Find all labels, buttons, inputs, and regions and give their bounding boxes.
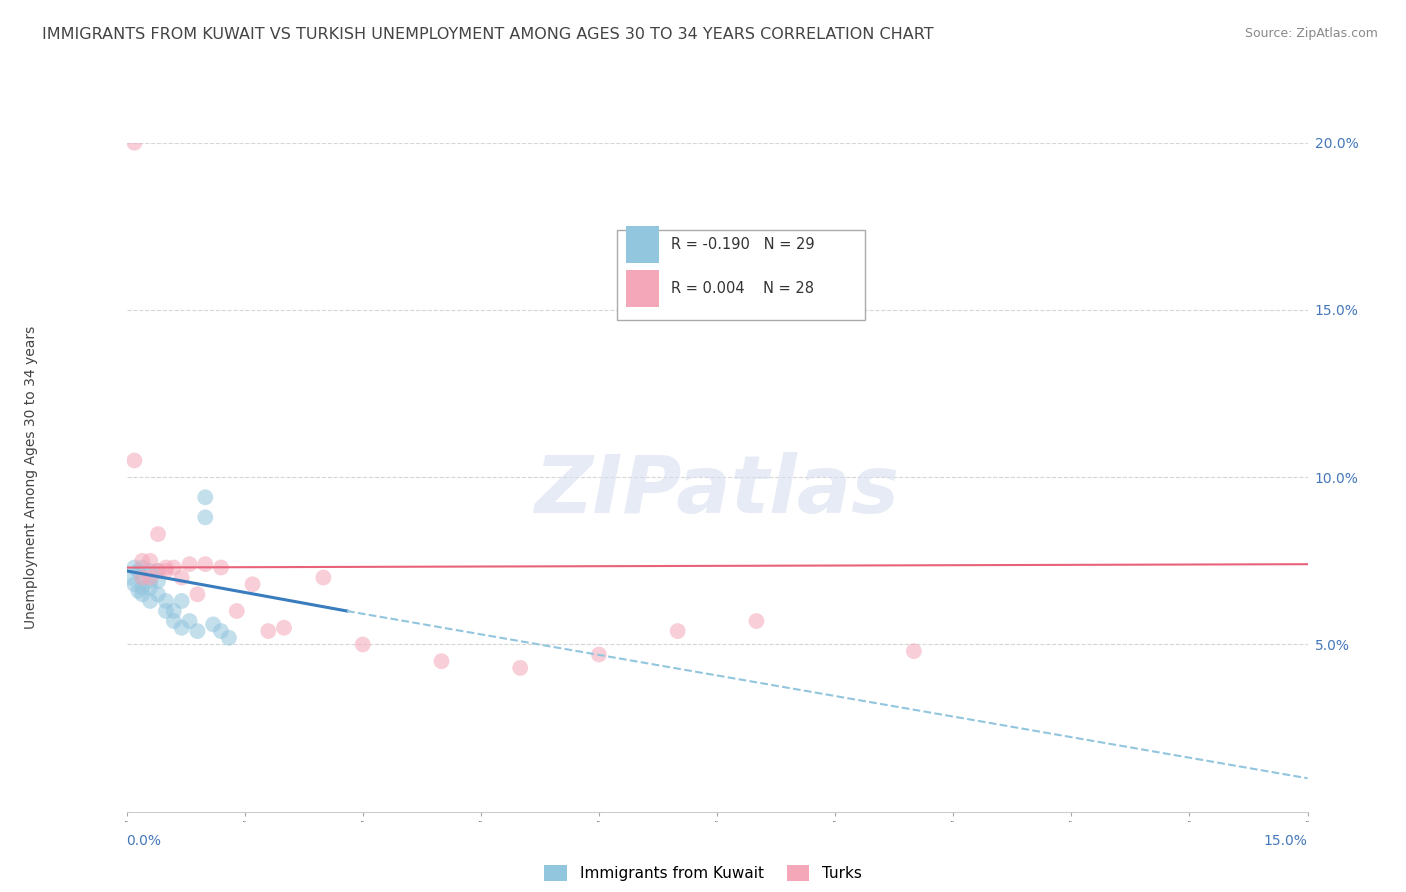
Point (155, 564, 177, 578)
Point (312, 571, 335, 585)
Point (218, 631, 240, 645)
Point (202, 617, 225, 632)
Point (139, 554, 162, 568)
Point (131, 587, 153, 601)
Point (273, 621, 295, 635)
Point (139, 564, 162, 578)
Point (163, 604, 186, 618)
Point (209, 624, 232, 639)
Point (170, 571, 193, 585)
Text: Unemployment Among Ages 30 to 34 years: Unemployment Among Ages 30 to 34 years (24, 326, 38, 629)
Point (139, 571, 162, 585)
Point (588, 648, 610, 662)
Point (146, 587, 169, 601)
Point (163, 614, 186, 628)
Point (120, 571, 142, 585)
Point (745, 614, 768, 628)
FancyBboxPatch shape (617, 230, 865, 320)
Point (186, 587, 208, 601)
Point (146, 527, 169, 541)
Bar (626, 226, 659, 263)
Text: ZIPatlas: ZIPatlas (534, 451, 900, 530)
Point (179, 557, 201, 572)
Point (903, 644, 925, 658)
Point (131, 560, 153, 574)
Point (225, 604, 247, 618)
Point (139, 581, 162, 595)
Point (139, 574, 162, 588)
Bar (626, 270, 659, 307)
Text: 0.0%: 0.0% (127, 834, 162, 848)
Point (127, 564, 149, 578)
Point (124, 577, 146, 591)
Point (194, 510, 217, 524)
Point (131, 571, 153, 585)
Point (352, 637, 374, 651)
Point (127, 583, 149, 598)
Point (131, 581, 153, 595)
Point (139, 594, 162, 608)
Point (186, 624, 208, 639)
Point (124, 560, 146, 574)
Text: R = 0.004    N = 28: R = 0.004 N = 28 (671, 281, 814, 296)
Point (146, 564, 169, 578)
Point (242, 577, 264, 591)
Point (124, 136, 146, 150)
Point (430, 654, 453, 668)
Text: IMMIGRANTS FROM KUWAIT VS TURKISH UNEMPLOYMENT AMONG AGES 30 TO 34 YEARS CORRELA: IMMIGRANTS FROM KUWAIT VS TURKISH UNEMPL… (42, 27, 934, 42)
Point (131, 571, 153, 585)
Point (124, 453, 146, 467)
Point (257, 624, 280, 639)
Point (170, 594, 193, 608)
Point (146, 574, 169, 588)
Point (170, 621, 193, 635)
Point (194, 557, 217, 572)
Point (209, 560, 232, 574)
Point (155, 560, 177, 574)
Point (146, 564, 169, 578)
Text: Source: ZipAtlas.com: Source: ZipAtlas.com (1244, 27, 1378, 40)
Point (179, 614, 201, 628)
Point (131, 554, 153, 568)
Text: R = -0.190   N = 29: R = -0.190 N = 29 (671, 237, 814, 252)
Text: 15.0%: 15.0% (1264, 834, 1308, 848)
Point (155, 594, 177, 608)
Point (666, 624, 689, 639)
Point (509, 661, 531, 675)
Legend: Immigrants from Kuwait, Turks: Immigrants from Kuwait, Turks (538, 859, 868, 888)
Point (155, 604, 177, 618)
Point (194, 490, 217, 504)
Point (163, 560, 186, 574)
